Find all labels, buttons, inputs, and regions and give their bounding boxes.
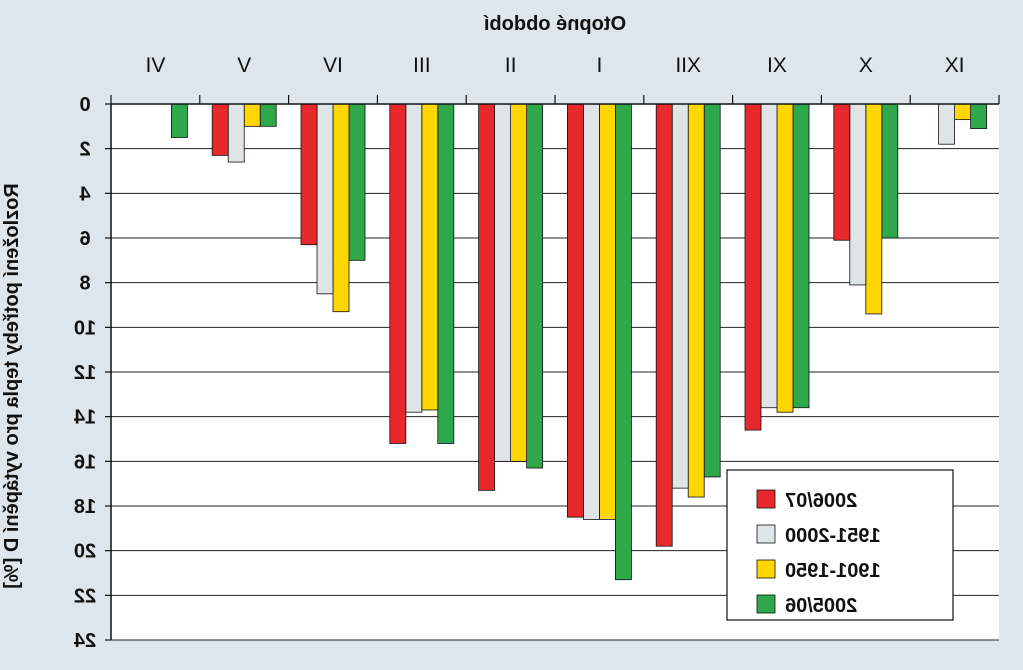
legend-label: 2006/07	[785, 490, 857, 512]
legend-swatch	[756, 524, 776, 544]
bar-1901-1950-ii	[510, 103, 528, 462]
bar-2005-06-xii	[703, 103, 721, 478]
bar-2005-06-x	[881, 103, 899, 239]
bar-1901-1950-i	[598, 103, 616, 520]
y-tick-label: 12	[74, 362, 96, 384]
category-label: X	[859, 54, 873, 77]
bar-2005-06-ix	[970, 103, 987, 129]
y-tick-label: 10	[74, 317, 96, 339]
legend-swatch	[756, 594, 776, 614]
bar-1901-1950-xii	[687, 103, 705, 498]
category-label: V	[237, 54, 251, 77]
bar-2005-06-iii	[437, 103, 455, 444]
y-tick-label: 8	[79, 273, 90, 295]
category-label: IV	[323, 54, 343, 77]
legend-label: 1951-2000	[785, 525, 881, 547]
legend: 2005/06 1901-1950 1951-2000 2006/07	[726, 469, 954, 621]
y-tick-label: 16	[74, 451, 96, 473]
y-tick-label: 22	[74, 585, 96, 607]
bar-1951-2000-xi	[760, 103, 778, 409]
bar-1951-2000-ix	[938, 103, 955, 145]
bar-1951-2000-ii	[494, 103, 511, 462]
category-label: I	[596, 54, 602, 77]
bar-2005-06-iv	[348, 103, 366, 261]
bar-2006-07-x	[833, 103, 851, 241]
category-label: II	[505, 54, 517, 77]
bar-1901-1950-ix	[954, 103, 971, 121]
x-axis-title: Otopné období	[482, 13, 626, 35]
bar-1901-1950-iv	[332, 103, 350, 313]
bar-1951-2000-iii	[405, 103, 423, 413]
category-label: III	[413, 54, 431, 77]
bar-1901-1950-v	[243, 103, 261, 127]
bar-1901-1950-iii	[421, 103, 439, 411]
bar-1901-1950-x	[865, 103, 883, 315]
y-tick-label: 2	[79, 139, 90, 161]
y-tick-label: 14	[73, 407, 96, 429]
bar-1951-2000-iv	[316, 103, 334, 295]
y-tick-label: 20	[74, 541, 96, 563]
category-label: VI	[145, 54, 165, 77]
y-tick-label: 0	[79, 94, 90, 116]
bar-2005-06-v	[259, 103, 277, 127]
category-label: XI	[767, 54, 787, 77]
legend-swatch	[756, 489, 776, 509]
bar-2005-06-i	[614, 103, 632, 581]
bar-2006-07-i	[566, 103, 584, 518]
bar-2006-07-xii	[655, 103, 673, 547]
legend-swatch	[756, 559, 776, 579]
bar-1951-2000-x	[849, 103, 867, 286]
bars	[171, 103, 987, 581]
y-tick-label: 6	[79, 228, 90, 250]
legend-label: 2005/06	[785, 595, 857, 617]
category-label: IX	[945, 54, 965, 77]
legend-label: 1901-1950	[785, 560, 881, 582]
axes	[105, 95, 1000, 641]
bar-2006-07-v	[211, 103, 229, 156]
bar-2005-06-ii	[526, 103, 544, 469]
bar-2006-07-xi	[744, 103, 762, 431]
category-label: XII	[675, 54, 701, 77]
y-tick-label: 24	[73, 630, 96, 652]
bar-1951-2000-i	[582, 103, 600, 520]
bar-2006-07-iii	[389, 103, 407, 444]
y-axis-title: Rozložení potřeby tepla pro vytápění D […	[1, 183, 23, 589]
bar-1951-2000-xii	[671, 103, 689, 489]
bar-2005-06-xi	[792, 103, 810, 409]
bar-1951-2000-v	[227, 103, 245, 163]
bar-1901-1950-xi	[776, 103, 794, 413]
bar-2005-06-vi	[171, 103, 188, 138]
y-tick-label: 18	[74, 496, 96, 518]
bar-2006-07-iv	[300, 103, 318, 246]
y-tick-label: 4	[79, 183, 91, 205]
bar-2006-07-ii	[478, 103, 495, 491]
